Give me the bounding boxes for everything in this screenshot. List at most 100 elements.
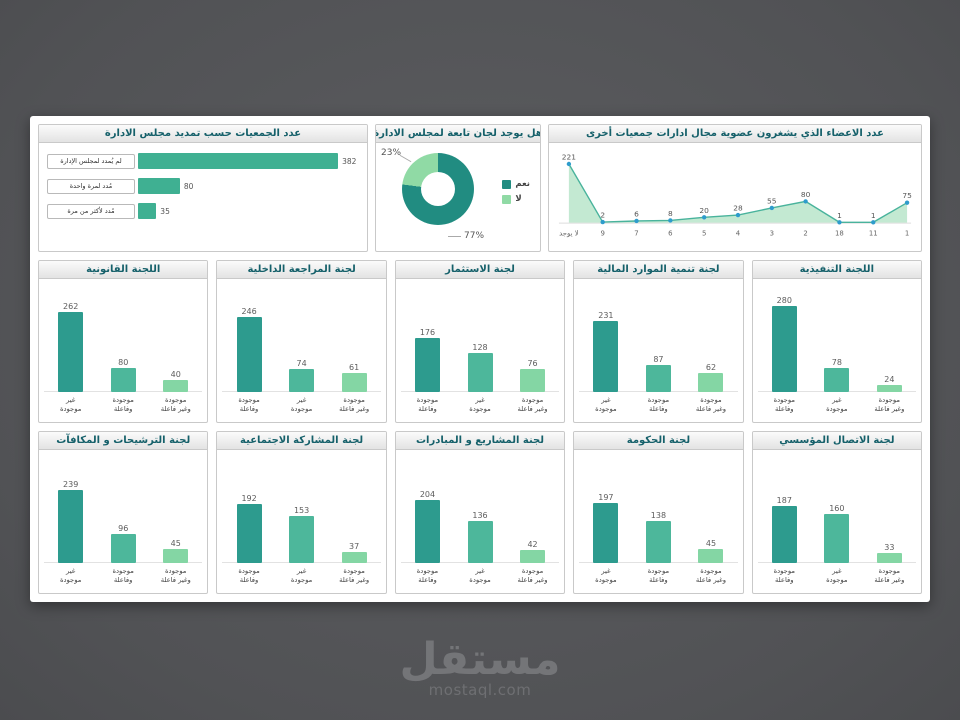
hbar-track: 35: [138, 203, 170, 219]
committee-chart-panel-executive-committee: اللجنة التنفيذية 280 موجودة وفاعلة 78 غير موجو…: [751, 260, 923, 423]
bar-value-label: 187: [776, 495, 792, 505]
committee-chart-panel-corporate-communication-committee: لجنة الاتصال المؤسسي 187 موجودة وفاعلة 160 غي…: [751, 431, 923, 594]
bar-group: 76 موجودة وغير فاعلة: [508, 359, 558, 422]
bar-group: 74 غير موجودة: [277, 359, 327, 422]
bar-value-label: 204: [419, 490, 436, 500]
hbar-category-label: مُدد لمرة واحدة: [47, 178, 135, 194]
top-charts-row: عدد الجمعيات حسب تمديد مجلس الادارة لم ي…: [38, 124, 922, 252]
bar-group: 45 موجودة وغير فاعلة: [151, 539, 201, 593]
bar-group: 37 موجودة وغير فاعلة: [329, 542, 379, 593]
hbar-bar: [138, 178, 180, 194]
bar: [593, 502, 619, 563]
bar-group: 87 موجودة وفاعلة: [634, 355, 684, 422]
bar-value-label: 176: [419, 328, 436, 337]
chart-title: لجنة المشاركة الاجتماعية: [217, 432, 386, 450]
x-axis-label: 3: [770, 229, 774, 237]
bar: [771, 505, 797, 563]
committee-chart-body: 231 غير موجودة 87 موجودة وفاعلة 62 موجودة وغير ف…: [574, 279, 742, 422]
donut-legend: نعم لا: [502, 179, 530, 204]
x-axis-label: 5: [702, 229, 706, 237]
bar-category-label: غير موجودة: [59, 567, 82, 584]
bars-container: 246 موجودة وفاعلة 74 غير موجودة 61 موجودة وغير ف…: [217, 279, 385, 422]
committee-chart-body: 192 موجودة وفاعلة 153 غير موجودة 37 موجودة وغير …: [217, 450, 385, 593]
members-other-boards-chart-panel: عدد الاعضاء الذي يشغرون عضوية مجال ادارا…: [548, 124, 922, 252]
bar: [593, 321, 619, 392]
data-point-marker: [769, 205, 774, 211]
chart-title: لجنة الحكومة: [574, 432, 743, 450]
point-value-label: 28: [733, 204, 743, 213]
bar-category-label: موجودة وفاعلة: [112, 567, 134, 584]
bar-value-label: 87: [653, 355, 664, 365]
committee-chart-panel-investment-committee: لجنة الاستثمار 176 موجودة وفاعلة 128 غير موجود…: [394, 260, 566, 423]
bars-container: 239 غير موجودة 96 موجودة وفاعلة 45 موجودة وغير ف…: [39, 450, 207, 593]
bar-value-label: 262: [63, 301, 79, 311]
point-value-label: 6: [634, 210, 639, 219]
bar-value-label: 76: [527, 358, 538, 368]
committee-chart-panel-projects-initiatives-committee: لجنة المشاريع و المبادرات 204 موجودة وفاعلة…: [394, 431, 566, 594]
bars-container: 204 موجودة وفاعلة 136 غير موجودة 42 موجودة وغير …: [396, 450, 564, 593]
bar: [876, 552, 902, 563]
bar-category-label: موجودة وفاعلة: [773, 567, 796, 584]
bar-value-label: 37: [349, 541, 360, 551]
hbar-category-label: مُدد لأكثر من مرة: [47, 203, 135, 219]
hbar-row: مُدد لمرة واحدة 80: [47, 178, 359, 194]
bar-category-label: موجودة وغير فاعلة: [517, 567, 548, 584]
bar: [110, 533, 136, 563]
bar-group: 45 موجودة وغير فاعلة: [686, 539, 736, 593]
bar-group: 40 موجودة وغير فاعلة: [151, 370, 201, 422]
bar-category-label: غير موجودة: [469, 396, 491, 413]
bar: [236, 504, 262, 563]
bar-value-label: 24: [884, 374, 895, 384]
bar-value-label: 45: [170, 539, 181, 549]
x-axis-label: لا يوجد: [559, 229, 579, 237]
data-point-marker: [566, 161, 572, 167]
point-value-label: 55: [767, 196, 777, 205]
bar-category-label: موجودة وفاعلة: [416, 396, 439, 413]
chart-title: عدد الجمعيات حسب تمديد مجلس الادارة: [39, 125, 367, 143]
bar-category-label: غير موجودة: [59, 396, 82, 413]
hbar-value-label: 382: [342, 156, 357, 166]
bars-container: 187 موجودة وفاعلة 160 غير موجودة 33 موجودة وغير …: [753, 450, 921, 593]
bar-group: 204 موجودة وفاعلة: [403, 490, 453, 593]
legend-label-no: لا: [515, 194, 522, 204]
bar-group: 231 غير موجودة: [581, 311, 631, 422]
data-point-marker: [701, 215, 707, 220]
chart-title: لجنة الاتصال المؤسسي: [752, 432, 922, 450]
bar-category-label: موجودة وغير فاعلة: [695, 567, 726, 584]
bar: [467, 521, 493, 563]
bar: [414, 338, 440, 392]
bar: [824, 513, 850, 563]
committee-chart-body: 246 موجودة وفاعلة 74 غير موجودة 61 موجودة وغير ف…: [217, 279, 385, 422]
bar-value-label: 128: [472, 342, 488, 352]
bar-category-label: موجودة وفاعلة: [238, 567, 260, 584]
bar-group: 128 غير موجودة: [455, 343, 505, 422]
committee-chart-body: 197 غير موجودة 138 موجودة وفاعلة 45 موجودة وغير …: [574, 450, 742, 593]
bar-category-label: موجودة وفاعلة: [238, 396, 260, 413]
dashboard-panel: عدد الجمعيات حسب تمديد مجلس الادارة لم ي…: [30, 116, 930, 602]
bar: [58, 311, 84, 392]
bar-category-label: موجودة وفاعلة: [647, 567, 670, 584]
donut-leader-line-no: [399, 154, 412, 163]
point-value-label: 1: [837, 211, 842, 220]
donut-hole: [421, 172, 455, 206]
bar-value-label: 40: [170, 369, 181, 379]
hbar-value-label: 35: [160, 206, 170, 216]
bar: [698, 373, 724, 392]
bar-group: 153 غير موجودة: [277, 506, 327, 593]
bar: [771, 306, 797, 392]
committee-chart-panel-social-participation-committee: لجنة المشاركة الاجتماعية 192 موجودة وفاعلة 1…: [216, 431, 387, 594]
donut-percent-no: 23%: [381, 148, 402, 158]
bar-category-label: موجودة وفاعلة: [773, 396, 796, 413]
bar-group: 136 غير موجودة: [455, 511, 505, 593]
x-axis-label: 4: [736, 229, 741, 237]
bar-value-label: 239: [63, 479, 79, 489]
bar-value-label: 231: [598, 311, 614, 321]
chart-title: لجنة المشاريع و المبادرات: [395, 432, 565, 450]
committee-row-3: لجنة الترشيحات و المكافآت 239 غير موجودة 96 م…: [38, 431, 923, 594]
data-point-marker: [600, 219, 605, 225]
donut-leader-line-yes: [448, 236, 461, 237]
bar: [876, 384, 902, 392]
area-chart-body: 221 لا يوجد 2 9 6 7 8 6 20 5 28 4 55 3 80 2 1 18 1 11 75 1: [549, 143, 921, 251]
bar: [289, 369, 315, 392]
